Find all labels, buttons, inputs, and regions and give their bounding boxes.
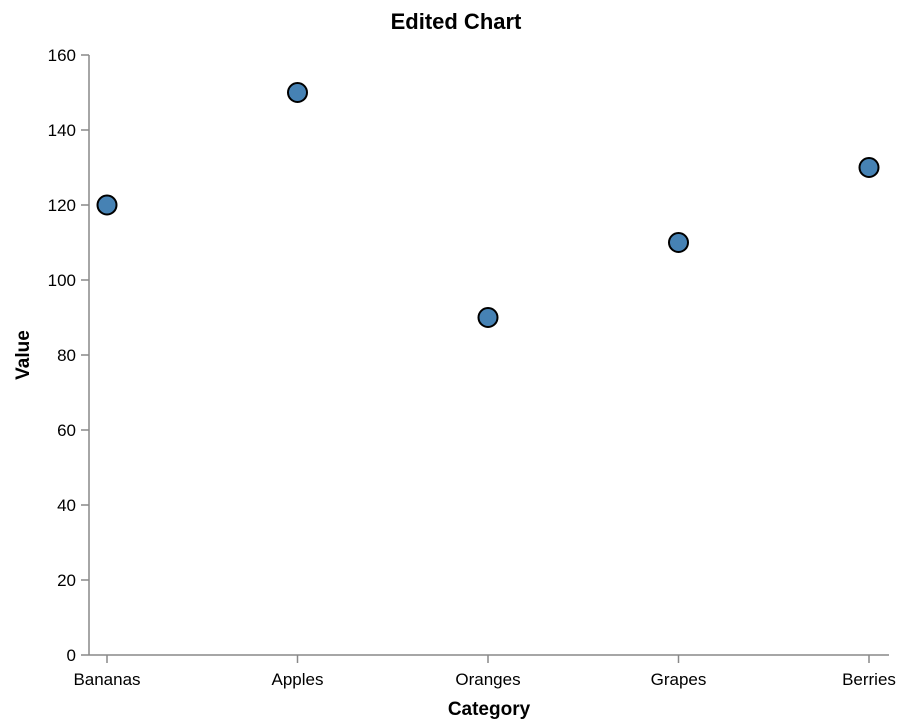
- data-point-grapes[interactable]: [668, 232, 689, 253]
- data-point-apples[interactable]: [287, 82, 308, 103]
- x-tick-label: Grapes: [651, 670, 707, 689]
- y-tick-label: 140: [48, 121, 76, 140]
- y-tick-label: 120: [48, 196, 76, 215]
- data-points: [96, 82, 880, 328]
- x-axis-title: Category: [448, 699, 531, 720]
- data-point-bananas[interactable]: [96, 194, 118, 216]
- y-tick-label: 0: [67, 646, 76, 665]
- y-axis-title: Value: [13, 330, 34, 380]
- y-tick-label: 60: [57, 421, 76, 440]
- y-tick-label: 80: [57, 346, 76, 365]
- x-tick-label: Apples: [272, 670, 324, 689]
- x-tick-label: Berries: [842, 670, 896, 689]
- x-tick-label: Oranges: [455, 670, 520, 689]
- data-point-berries[interactable]: [858, 157, 880, 178]
- x-tick-label: Bananas: [73, 670, 140, 689]
- y-tick-label: 20: [57, 571, 76, 590]
- x-axis: Bananas Apples Oranges Grapes Berries: [73, 654, 896, 689]
- y-tick-label: 160: [48, 46, 76, 65]
- y-axis: 0 20 40 60 80 100 120 140 160: [48, 46, 90, 665]
- y-tick-label: 100: [48, 271, 76, 290]
- data-point-oranges[interactable]: [477, 307, 499, 328]
- y-tick-label: 40: [57, 496, 76, 515]
- chart-title: Edited Chart: [391, 9, 522, 34]
